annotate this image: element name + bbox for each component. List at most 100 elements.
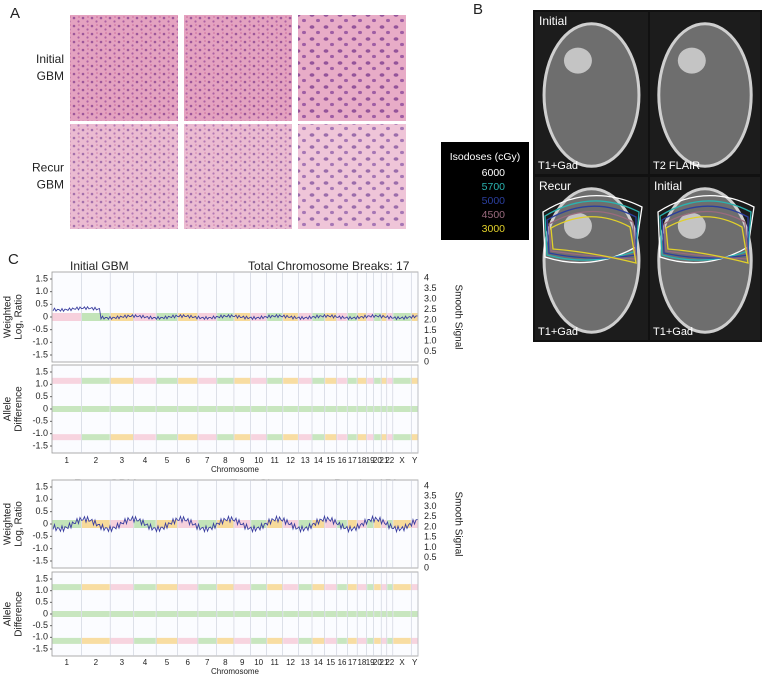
x-tick-label: 10 [254,658,263,667]
y2-axis-label: Smooth Signal [452,284,463,349]
x-tick-label: 14 [314,456,323,465]
x-tick-label: 22 [385,658,394,667]
x-tick-label: 5 [165,456,170,465]
allele-band [52,637,81,644]
x-tick-label: 7 [205,658,210,667]
allele-band [357,377,367,384]
image-label: T1+Gad [653,326,693,338]
allele-band [298,611,312,617]
isodose-contour [657,194,755,264]
y2-tick-label: 2.0 [424,314,437,324]
allele-band [393,637,411,644]
allele-band [393,611,411,617]
x-tick-label: 16 [338,658,347,667]
y-axis-label: Log, Ratio [14,294,25,340]
plot-title: Initial GBM [70,259,129,273]
x-tick-label: 18 [357,456,366,465]
y-axis-label: Difference [14,386,25,432]
allele-band [198,637,217,644]
allele-band [81,434,110,441]
allele-band [52,584,81,591]
x-tick-label: 14 [314,658,323,667]
allele-band [357,406,367,412]
y-tick-label: 1.0 [35,286,48,296]
allele-band [178,406,198,412]
x-tick-label: 20 [373,658,382,667]
x-tick-label: 15 [326,456,335,465]
y2-tick-label: 4 [424,272,429,282]
allele-band [367,434,374,441]
allele-band [325,377,337,384]
allele-band [337,406,347,412]
allele-band [178,377,198,384]
panel-label: B [473,1,483,18]
x-tick-label: 4 [143,658,148,667]
allele-band [267,611,283,617]
allele-band [381,611,387,617]
legend-item: 3000 [482,223,506,235]
x-tick-label: 15 [326,658,335,667]
legend-item: 5000 [482,195,506,207]
image-tint [70,15,178,121]
y2-tick-label: 0 [424,356,429,366]
y-tick-label: -1.0 [32,337,48,347]
x-tick-label: 3 [120,658,125,667]
allele-band [381,637,387,644]
signal-band [347,520,357,528]
allele-band [312,434,325,441]
allele-band [387,406,393,412]
y-tick-label: -0.5 [32,324,48,334]
signal-band [374,520,381,528]
y-axis-label: Weighted [3,503,14,545]
histology-image [298,15,406,121]
allele-band [347,434,357,441]
x-tick-label: X [399,456,405,465]
signal-band [156,313,178,321]
allele-band [387,611,393,617]
allele-band [387,584,393,591]
allele-band [337,377,347,384]
allele-band [267,377,283,384]
row-label: Recur [32,161,64,175]
allele-band [156,406,178,412]
allele-band [283,611,298,617]
legend-item: 6000 [482,167,506,179]
signal-band [325,520,337,528]
allele-band [357,637,367,644]
y2-tick-label: 1.5 [424,532,437,542]
y2-tick-label: 3.0 [424,293,437,303]
allele-band [156,611,178,617]
allele-band [156,637,178,644]
allele-band [283,584,298,591]
signal-band [156,520,178,528]
x-tick-label: 19 [366,658,375,667]
signal-band [134,520,156,528]
allele-band [110,434,134,441]
x-tick-label: 10 [254,456,263,465]
allele-band [217,377,234,384]
y2-tick-label: 3.5 [424,283,437,293]
allele-band [110,584,134,591]
allele-band [298,434,312,441]
allele-band [134,377,156,384]
allele-band [298,406,312,412]
x-tick-label: 21 [380,658,389,667]
legend-item: 5700 [482,181,506,193]
y-tick-label: 1.0 [35,494,48,504]
y2-axis-label: Smooth Signal [452,491,463,556]
x-tick-label: 6 [186,658,191,667]
legend-item: 4500 [482,209,506,221]
image-tint [298,124,406,229]
allele-band [234,377,251,384]
y-tick-label: 0 [43,608,48,618]
allele-band [251,377,267,384]
allele-band [298,584,312,591]
y-tick-label: -1.5 [32,349,48,359]
allele-band [217,637,234,644]
y2-tick-label: 0 [424,562,429,572]
x-tick-label: 7 [205,456,210,465]
allele-band [110,377,134,384]
y2-tick-label: 2.0 [424,521,437,531]
panel-label: A [10,5,20,22]
